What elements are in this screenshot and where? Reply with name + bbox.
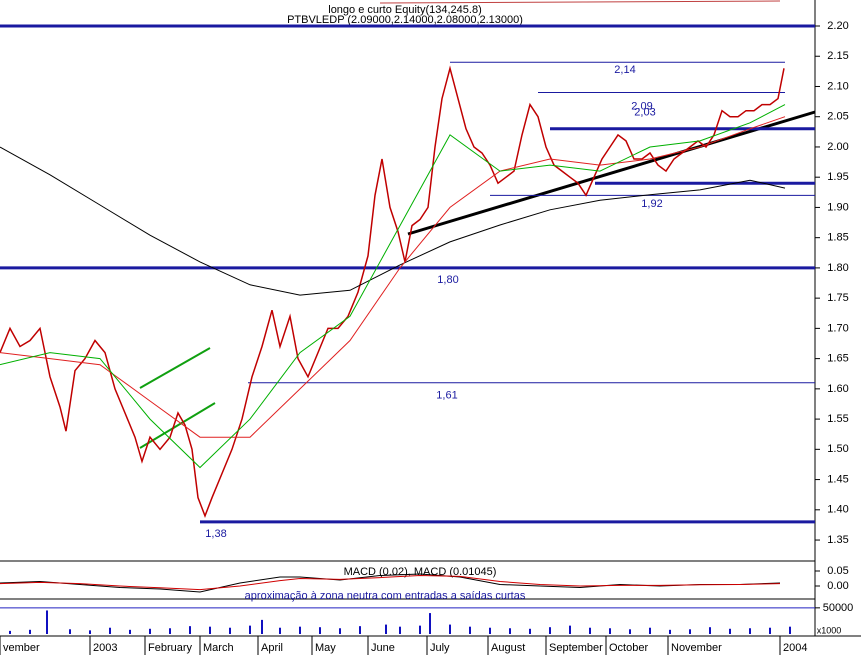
bar	[279, 627, 281, 634]
level-label: 2,14	[614, 64, 635, 76]
x-tick-label: May	[315, 642, 336, 654]
bar	[569, 625, 571, 634]
series-line	[0, 574, 781, 591]
bar	[419, 625, 421, 634]
y-tick-label: 1.35	[827, 534, 848, 546]
y-tick-label: 1.60	[827, 383, 848, 395]
y-tick-label: 1.85	[827, 232, 848, 244]
bar	[149, 628, 151, 634]
bar	[629, 629, 631, 634]
trend-line	[407, 110, 816, 236]
x-tick-label: April	[261, 642, 283, 654]
bar	[359, 626, 361, 634]
level-label: 1,92	[641, 198, 662, 210]
channel-line	[139, 347, 211, 389]
chart-subtitle: PTBVLEDP (2.09000,2.14000,2.08000,2.1300…	[287, 14, 523, 26]
x-tick-label: June	[371, 642, 395, 654]
bar	[9, 630, 11, 634]
x-tick-label: 2003	[93, 642, 117, 654]
bar	[649, 627, 651, 634]
chart-title: longo e curto Equity(134,245.8)	[328, 4, 482, 16]
bar	[689, 629, 691, 634]
bar	[339, 628, 341, 634]
y-tick-label: 1.75	[827, 292, 848, 304]
bar	[769, 627, 771, 634]
x-tick-label: March	[203, 642, 234, 654]
bar	[609, 628, 611, 634]
bar	[385, 624, 387, 634]
y-tick-label: 1.65	[827, 353, 848, 365]
y-tick-label: 0.05	[827, 565, 848, 577]
bar	[319, 627, 321, 634]
unit-label: x1000	[817, 625, 842, 635]
bar	[209, 626, 211, 634]
bar	[709, 627, 711, 634]
bar	[299, 626, 301, 634]
y-tick-label: 1.55	[827, 413, 848, 425]
bar	[169, 628, 171, 634]
y-tick-label: 1.40	[827, 504, 848, 516]
level-label: 2,09	[631, 100, 652, 112]
bar	[249, 625, 251, 634]
series-line	[0, 104, 786, 469]
y-tick-label: 1.70	[827, 322, 848, 334]
bar	[129, 629, 131, 634]
macd-title: MACD (0.02), MACD (0.01045)	[344, 566, 497, 578]
bar	[729, 628, 731, 634]
bar	[449, 624, 451, 634]
level-label: 1,61	[436, 390, 457, 402]
bar	[399, 626, 401, 634]
y-tick-label: 1.80	[827, 262, 848, 274]
x-tick-label: February	[148, 642, 193, 654]
macd-annotation: aproximação à zona neutra com entradas a…	[245, 590, 526, 602]
y-tick-label: 1.45	[827, 473, 848, 485]
x-tick-label: November	[671, 642, 722, 654]
level-label: 1,80	[437, 274, 458, 286]
y-tick-label: 50000	[823, 602, 854, 614]
y-tick-label: 1.95	[827, 171, 848, 183]
level-label: 1,38	[205, 528, 226, 540]
series-line	[0, 146, 786, 296]
y-tick-label: 1.90	[827, 201, 848, 213]
bar	[261, 619, 263, 634]
bar	[109, 627, 111, 634]
bar	[29, 629, 31, 634]
y-tick-label: 2.05	[827, 111, 848, 123]
y-tick-label: 2.00	[827, 141, 848, 153]
y-tick-label: 0.00	[827, 580, 848, 592]
bar	[89, 630, 91, 634]
series-line	[0, 116, 786, 438]
y-tick-label: 2.15	[827, 50, 848, 62]
x-tick-label: 2004	[783, 642, 807, 654]
y-tick-label: 2.20	[827, 20, 848, 32]
y-tick-label: 1.50	[827, 443, 848, 455]
bar	[589, 627, 591, 634]
level-label: 2,03	[634, 107, 655, 119]
bar	[749, 628, 751, 634]
x-tick-label: September	[549, 642, 603, 654]
x-tick-label: August	[491, 642, 525, 654]
x-tick-label: July	[430, 642, 450, 654]
bar	[429, 613, 431, 634]
y-tick-label: 2.10	[827, 80, 848, 92]
bar	[489, 627, 491, 634]
bar	[789, 626, 791, 634]
bar	[529, 628, 531, 634]
bar	[46, 610, 48, 634]
bar	[509, 628, 511, 634]
x-tick-label: October	[609, 642, 648, 654]
series-line	[0, 65, 785, 518]
bar	[669, 629, 671, 634]
bar	[469, 626, 471, 634]
bar	[69, 629, 71, 634]
bar	[229, 627, 231, 634]
bar	[549, 627, 551, 634]
bar	[189, 626, 191, 634]
x-tick-label: vember	[3, 642, 40, 654]
top-line	[379, 0, 781, 4]
